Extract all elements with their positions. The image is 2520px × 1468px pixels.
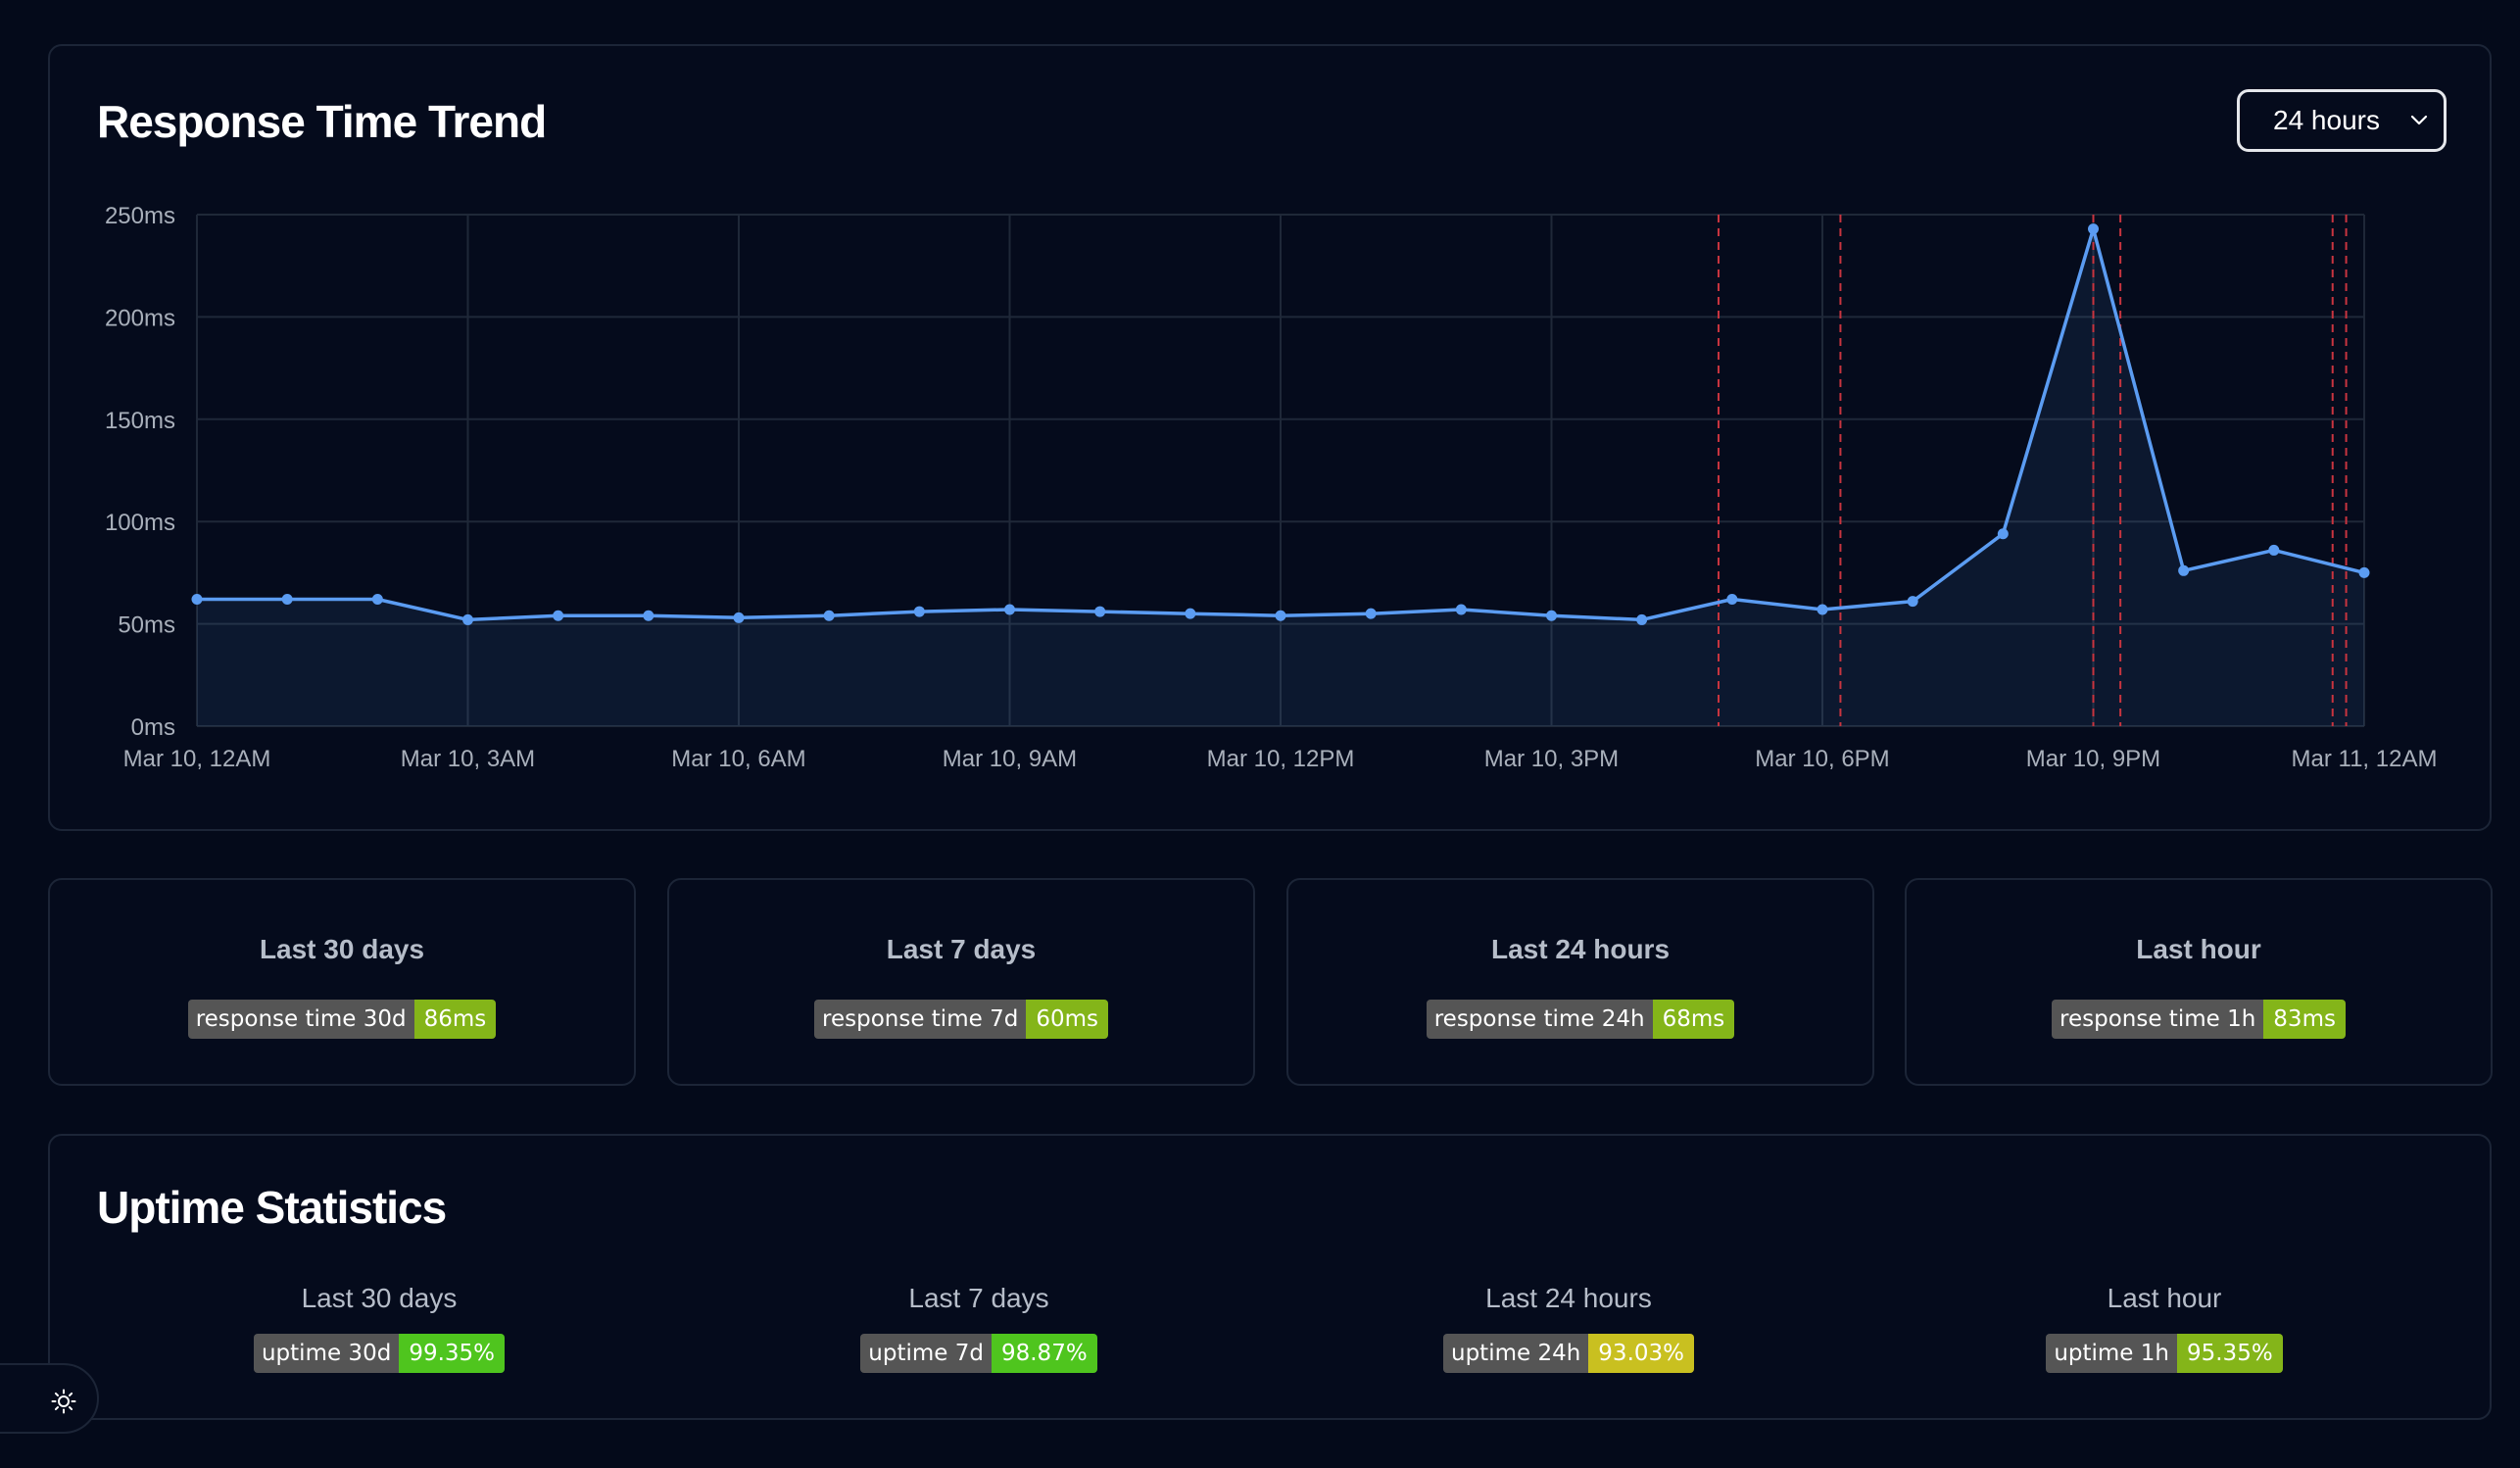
response-time-badge: response time 30d 86ms (187, 1000, 497, 1039)
data-point (1365, 608, 1377, 619)
data-point (1546, 610, 1557, 621)
data-point (1997, 528, 2009, 540)
data-point (2268, 544, 2280, 556)
response-stat-card-7d: Last 7 days response time 7d 60ms (667, 878, 1255, 1086)
badge-value: 98.87% (991, 1334, 1097, 1373)
data-point (462, 613, 473, 625)
stat-label: Last 7 days (886, 934, 1037, 964)
stat-label: Last 30 days (301, 1283, 458, 1313)
uptime-stat-1h: Last hour uptime 1h 95.35% (1968, 1283, 2360, 1373)
badge-value: 93.03% (1588, 1334, 1694, 1373)
badge-value: 86ms (413, 1000, 497, 1039)
uptime-stat-24h: Last 24 hours uptime 24h 93.03% (1373, 1283, 1765, 1373)
data-point (1455, 604, 1467, 615)
x-tick-label: Mar 10, 6AM (671, 746, 805, 772)
response-stat-card-30d: Last 30 days response time 30d 86ms (48, 878, 636, 1086)
x-tick-label: Mar 10, 3AM (401, 746, 535, 772)
data-point (1275, 610, 1286, 621)
chevron-down-icon (2410, 115, 2428, 125)
data-point (1726, 594, 1738, 606)
data-point (1907, 596, 1918, 608)
response-time-title: Response Time Trend (97, 96, 547, 147)
stat-label: Last 24 hours (1485, 1283, 1652, 1313)
response-time-badge: response time 7d 60ms (814, 1000, 1108, 1039)
x-tick-label: Mar 10, 9AM (943, 746, 1077, 772)
data-point (191, 594, 203, 606)
uptime-stat-30d: Last 30 days uptime 30d 99.35% (183, 1283, 575, 1373)
badge-value: 68ms (1652, 1000, 1735, 1039)
badge-label: uptime 7d (860, 1334, 992, 1373)
badge-value: 83ms (2263, 1000, 2346, 1039)
badge-value: 99.35% (399, 1334, 506, 1373)
x-tick-label: Mar 10, 12AM (123, 746, 271, 772)
data-point (1004, 604, 1015, 615)
uptime-statistics-card: Uptime Statistics Last 30 days uptime 30… (48, 1134, 2492, 1420)
badge-value: 60ms (1026, 1000, 1108, 1039)
y-tick-label: 100ms (105, 510, 175, 536)
data-point (733, 612, 745, 623)
x-tick-label: Mar 11, 12AM (2292, 746, 2438, 772)
y-tick-label: 0ms (131, 714, 175, 741)
data-point (1817, 604, 1828, 615)
time-range-select[interactable]: 24 hours (2237, 89, 2447, 152)
stat-label: Last hour (2136, 934, 2261, 964)
x-tick-label: Mar 10, 6PM (1755, 746, 1889, 772)
response-time-badge: response time 24h 68ms (1426, 1000, 1735, 1039)
x-tick-label: Mar 10, 9PM (2026, 746, 2160, 772)
badge-label: response time 7d (814, 1000, 1027, 1039)
data-point (553, 610, 564, 621)
data-point (913, 606, 925, 617)
response-time-chart: 0ms 50ms 100ms 150ms 200ms 250ms Mar 10, 12AM M… (105, 203, 2438, 772)
uptime-badge: uptime 1h 95.35% (2046, 1334, 2283, 1373)
data-point (823, 610, 835, 621)
y-tick-label: 250ms (105, 203, 175, 229)
data-point (371, 594, 383, 606)
time-range-value: 24 hours (2273, 105, 2380, 135)
data-point (2178, 564, 2190, 576)
badge-label: response time 24h (1426, 1000, 1653, 1039)
badge-label: uptime 30d (253, 1334, 400, 1373)
x-tick-label: Mar 10, 12PM (1207, 746, 1355, 772)
theme-toggle-button[interactable] (0, 1363, 99, 1434)
stat-label: Last 7 days (908, 1283, 1049, 1313)
badge-value: 95.35% (2176, 1334, 2283, 1373)
sun-icon (51, 1389, 76, 1414)
data-point (643, 610, 654, 621)
x-tick-label: Mar 10, 3PM (1484, 746, 1619, 772)
uptime-badge: uptime 7d 98.87% (860, 1334, 1097, 1373)
response-stat-card-1h: Last hour response time 1h 83ms (1905, 878, 2493, 1086)
data-point (2358, 566, 2370, 578)
series-area (197, 228, 2364, 726)
badge-label: response time 30d (187, 1000, 414, 1039)
data-point (1636, 613, 1648, 625)
y-tick-label: 150ms (105, 408, 175, 434)
response-stat-card-24h: Last 24 hours response time 24h 68ms (1286, 878, 1874, 1086)
response-time-badge: response time 1h 83ms (2052, 1000, 2346, 1039)
data-point (1185, 608, 1196, 619)
uptime-badge: uptime 30d 99.35% (253, 1334, 506, 1373)
badge-label: uptime 1h (2046, 1334, 2177, 1373)
data-point (2088, 223, 2099, 235)
badge-label: uptime 24h (1443, 1334, 1589, 1373)
y-tick-label: 50ms (118, 612, 175, 639)
uptime-title: Uptime Statistics (97, 1182, 447, 1233)
y-tick-label: 200ms (105, 305, 175, 331)
stat-label: Last 24 hours (1490, 934, 1671, 964)
stat-label: Last 30 days (259, 934, 425, 964)
stat-label: Last hour (2107, 1283, 2222, 1313)
uptime-badge: uptime 24h 93.03% (1443, 1334, 1694, 1373)
response-time-card: Response Time Trend 24 hours 0ms 50ms 100m… (48, 44, 2492, 831)
uptime-stat-7d: Last 7 days uptime 7d 98.87% (783, 1283, 1175, 1373)
data-point (281, 594, 293, 606)
data-point (1094, 606, 1106, 617)
badge-label: response time 1h (2052, 1000, 2264, 1039)
